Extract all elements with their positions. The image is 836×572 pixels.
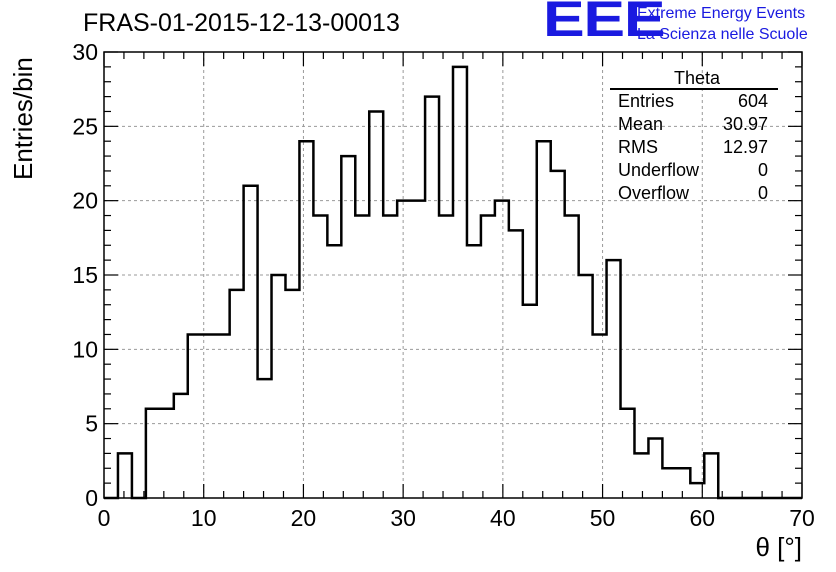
x-tick-label: 30: [390, 505, 416, 531]
stats-row-mean: Mean 30.97: [610, 113, 778, 136]
y-tick-label: 25: [72, 113, 98, 139]
y-axis-label: Entries/bin: [8, 57, 38, 180]
stats-row-overflow: Overflow 0: [610, 182, 778, 205]
axis-ticks: [103, 51, 803, 499]
x-tick-label: 0: [98, 505, 111, 531]
axis-tick-labels: 0 10 20 30 40 50 60 70 0 5 10 15 20 25 30: [72, 39, 814, 531]
y-tick-label: 15: [72, 262, 98, 288]
chart-title: FRAS-01-2015-12-13-00013: [83, 9, 400, 37]
stats-label: Overflow: [618, 183, 690, 203]
eee-logo-caption: Extreme Energy Events La Scienza nelle S…: [637, 3, 808, 45]
stats-label: RMS: [618, 137, 658, 157]
stats-value: 0: [757, 160, 768, 180]
stats-box-title: Theta: [610, 68, 778, 90]
x-tick-label: 10: [191, 505, 217, 531]
stats-value: 0: [757, 183, 768, 203]
x-tick-label: 60: [689, 505, 715, 531]
x-tick-label: 70: [789, 505, 815, 531]
x-tick-label: 40: [490, 505, 516, 531]
x-tick-label: 50: [590, 505, 616, 531]
stats-row-rms: RMS 12.97: [610, 136, 778, 159]
stats-label: Mean: [618, 114, 664, 134]
logo-caption-line2: La Scienza nelle Scuole: [637, 26, 808, 43]
y-tick-label: 20: [72, 188, 98, 214]
histogram-series: [104, 65, 802, 500]
y-tick-label: 5: [85, 411, 98, 437]
y-tick-label: 0: [85, 485, 98, 511]
stats-value: 12.97: [722, 137, 768, 157]
stats-label: Entries: [618, 91, 675, 111]
stats-box: Theta Entries 604 Mean 30.97 RMS 12.97 Unde…: [610, 68, 778, 205]
x-tick-label: 20: [291, 505, 317, 531]
stats-value: 30.97: [722, 114, 768, 134]
eee-logo: EEE: [543, 0, 666, 47]
stats-value: 604: [737, 91, 768, 111]
stats-row-underflow: Underflow 0: [610, 159, 778, 182]
y-tick-label: 30: [72, 39, 98, 65]
stats-row-entries: Entries 604: [610, 90, 778, 113]
y-tick-label: 10: [72, 336, 98, 362]
logo-caption-line1: Extreme Energy Events: [637, 5, 806, 22]
stats-label: Underflow: [618, 160, 700, 180]
x-axis-label: θ [°]: [755, 532, 802, 562]
